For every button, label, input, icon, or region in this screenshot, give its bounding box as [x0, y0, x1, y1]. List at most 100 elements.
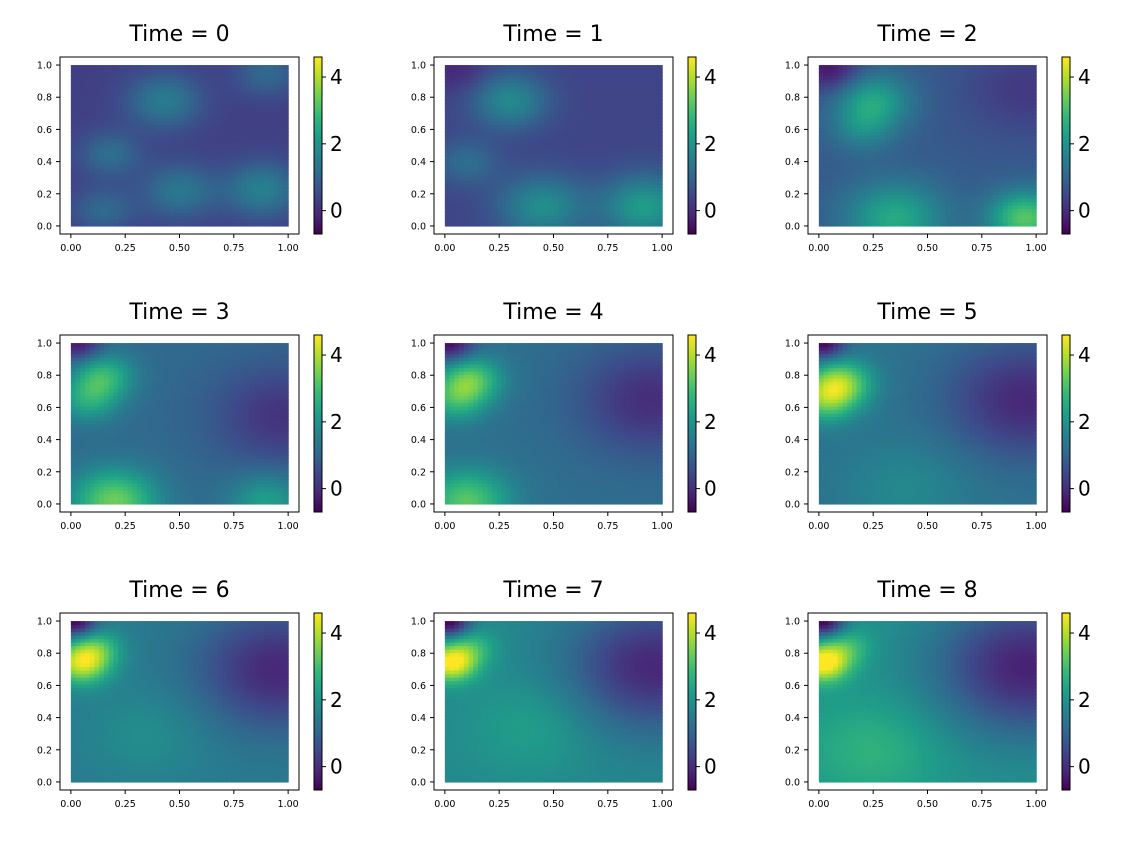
heatmap-cell	[482, 89, 488, 94]
heatmap-cell	[278, 86, 285, 91]
heatmap-cell	[548, 149, 555, 154]
heatmap-cell	[212, 176, 218, 182]
heatmap-cell	[861, 190, 867, 196]
heatmap-cell	[203, 135, 209, 140]
heatmap-cell	[572, 162, 578, 168]
heatmap-cell	[444, 183, 451, 189]
heatmap-cell	[174, 180, 181, 185]
heatmap-cell	[520, 183, 526, 189]
heatmap-cell	[558, 222, 564, 227]
heatmap-cell	[510, 201, 517, 206]
heatmap-cell	[577, 107, 583, 112]
heatmap-cell	[231, 135, 237, 140]
heatmap-cell	[610, 89, 616, 94]
heatmap-cell	[492, 79, 498, 84]
heatmap-cell	[553, 183, 559, 189]
heatmap-cell	[155, 208, 162, 213]
heatmap-cell	[463, 211, 470, 217]
heatmap-cell	[487, 75, 493, 80]
heatmap-cell	[520, 82, 526, 87]
heatmap-cell	[482, 190, 488, 196]
heatmap-cell	[278, 79, 285, 84]
heatmap-cell	[477, 72, 484, 77]
heatmap-cell	[94, 218, 100, 224]
heatmap-cell	[482, 201, 488, 206]
heatmap-cell	[160, 79, 166, 84]
heatmap-cell	[188, 149, 195, 154]
heatmap-cell	[544, 204, 550, 210]
heatmap-cell	[70, 176, 77, 182]
heatmap-cell	[203, 138, 209, 143]
heatmap-cell	[591, 194, 597, 199]
heatmap-cell	[525, 166, 531, 171]
heatmap-cell	[231, 204, 237, 210]
heatmap-cell	[146, 180, 152, 185]
heatmap-cell	[155, 218, 162, 224]
heatmap-cell	[212, 96, 218, 101]
heatmap-cell	[179, 93, 185, 98]
heatmap-cell	[151, 121, 157, 126]
heatmap-cell	[269, 162, 275, 168]
heatmap-cell	[837, 96, 844, 101]
heatmap-cell	[529, 176, 536, 182]
heatmap-cell	[449, 114, 455, 119]
heatmap-cell	[118, 96, 124, 101]
heatmap-cell	[501, 169, 507, 175]
heatmap-cell	[501, 86, 507, 91]
heatmap-cell	[245, 107, 251, 112]
heatmap-cell	[269, 211, 275, 217]
heatmap-cell	[226, 121, 233, 126]
heatmap-cell	[444, 190, 451, 196]
heatmap-cell	[240, 183, 247, 189]
heatmap-cell	[851, 149, 858, 154]
heatmap-cell	[226, 135, 233, 140]
heatmap-cell	[643, 162, 649, 168]
heatmap-cell	[487, 180, 493, 185]
heatmap-cell	[165, 218, 171, 224]
heatmap-cell	[624, 187, 630, 192]
heatmap-cell	[203, 201, 209, 206]
heatmap-cell	[823, 187, 829, 192]
heatmap-cell	[577, 96, 583, 101]
heatmap-cell	[170, 149, 176, 154]
heatmap-cell	[449, 190, 455, 196]
heatmap-cell	[647, 96, 654, 101]
heatmap-cell	[170, 117, 176, 122]
heatmap-cell	[506, 68, 512, 73]
heatmap-cell	[188, 121, 195, 126]
heatmap-cell	[647, 201, 654, 206]
heatmap-cell	[581, 72, 588, 77]
heatmap-cell	[459, 117, 465, 122]
heatmap-cell	[89, 107, 96, 112]
heatmap-cell	[222, 110, 228, 115]
heatmap-cell	[463, 114, 470, 119]
heatmap-cell	[160, 180, 166, 185]
heatmap-cell	[833, 89, 839, 94]
heatmap-cell	[624, 114, 630, 119]
heatmap-cell	[132, 135, 138, 140]
heatmap-cell	[638, 145, 644, 150]
heatmap-cell	[463, 128, 470, 133]
heatmap-cell	[473, 86, 479, 91]
heatmap-cell	[591, 152, 597, 157]
heatmap-cell	[884, 110, 891, 115]
heatmap-cell	[283, 117, 289, 122]
heatmap-cell	[548, 208, 555, 213]
heatmap-cell	[643, 103, 649, 108]
heatmap-cell	[132, 110, 138, 115]
heatmap-cell	[226, 173, 233, 178]
heatmap-cell	[562, 183, 569, 189]
heatmap-cell	[842, 65, 848, 70]
heatmap-cell	[473, 145, 479, 150]
heatmap-cell	[255, 204, 261, 210]
heatmap-cell	[572, 65, 578, 70]
heatmap-cell	[444, 75, 451, 80]
heatmap-cell	[463, 65, 470, 70]
heatmap-cell	[525, 176, 531, 182]
heatmap-cell	[179, 114, 185, 119]
heatmap-cell	[108, 169, 114, 175]
heatmap-cell	[273, 82, 280, 87]
heatmap-cell	[99, 211, 105, 217]
heatmap-cell	[610, 135, 616, 140]
heatmap-cell	[240, 117, 247, 122]
